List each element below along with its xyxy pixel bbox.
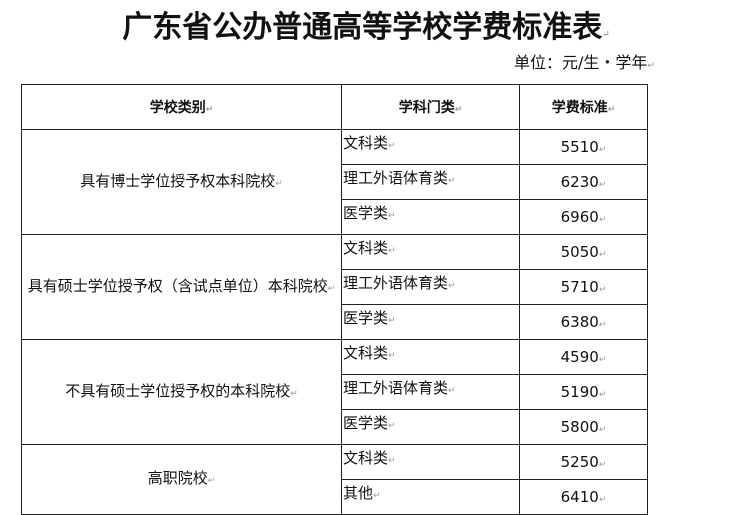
unit-label: 单位：元/生・学年↵ (514, 53, 655, 72)
header-subject: 学科门类↵ (341, 84, 520, 130)
school-category-cell: 高职院校↵ (21, 444, 342, 515)
subject-cell: 医学类↵ (341, 199, 520, 235)
fee-cell: 6380↵ (519, 304, 648, 340)
fee-cell: 6230↵ (519, 164, 648, 200)
header-category: 学校类别↵ (21, 84, 342, 130)
header-fee: 学费标准↵ (519, 84, 648, 130)
table-row: 高职院校↵ 文科类↵ 5250↵ (21, 444, 648, 515)
fee-cell: 5250↵ (519, 444, 648, 480)
table-row: 理工外语体育类↵ 5190↵ (22, 374, 648, 410)
school-category-cell: 不具有硕士学位授予权的本科院校↵ (21, 339, 342, 445)
subject-cell: 文科类↵ (341, 129, 520, 165)
subject-cell: 理工外语体育类↵ (341, 164, 520, 200)
table-row: 不具有硕士学位授予权的本科院校↵ 文科类↵ 4590↵ (21, 339, 648, 445)
subject-cell: 文科类↵ (341, 444, 520, 480)
table-header-row: 学校类别↵ 学科门类↵ 学费标准↵ (21, 84, 648, 130)
fee-cell: 5800↵ (519, 409, 648, 445)
fee-cell: 5050↵ (519, 234, 648, 270)
subject-cell: 文科类↵ (341, 234, 520, 270)
tuition-table: 学校类别↵ 学科门类↵ 学费标准↵ 具有博士学位授予权本科院校↵ 文科类↵ 5510… (21, 84, 648, 515)
table-row: 具有博士学位授予权本科院校↵ 文科类↵ 5510↵ (21, 129, 648, 235)
fee-cell: 6960↵ (519, 199, 648, 235)
fee-cell: 5190↵ (519, 374, 648, 410)
table-row: 理工外语体育类↵ 6230↵ (22, 164, 648, 200)
subject-cell: 理工外语体育类↵ (341, 374, 520, 410)
fee-cell: 5710↵ (519, 269, 648, 305)
document-title: 广东省公办普通高等学校学费标准表↵ (122, 10, 610, 45)
table-row: 具有硕士学位授予权（含试点单位）本科院校↵ 文科类↵ 5050↵ (21, 234, 648, 340)
subject-cell: 医学类↵ (341, 409, 520, 445)
subject-cell: 医学类↵ (341, 304, 520, 340)
fee-cell: 5510↵ (519, 129, 648, 165)
school-category-cell: 具有博士学位授予权本科院校↵ (21, 129, 342, 235)
table-row: 医学类↵ 5800↵ (22, 409, 648, 445)
fee-cell: 6410↵ (519, 479, 648, 515)
subject-cell: 文科类↵ (341, 339, 520, 375)
fee-cell: 4590↵ (519, 339, 648, 375)
school-category-cell: 具有硕士学位授予权（含试点单位）本科院校↵ (21, 234, 342, 340)
subject-cell: 其他↵ (341, 479, 520, 515)
subject-cell: 理工外语体育类↵ (341, 269, 520, 305)
